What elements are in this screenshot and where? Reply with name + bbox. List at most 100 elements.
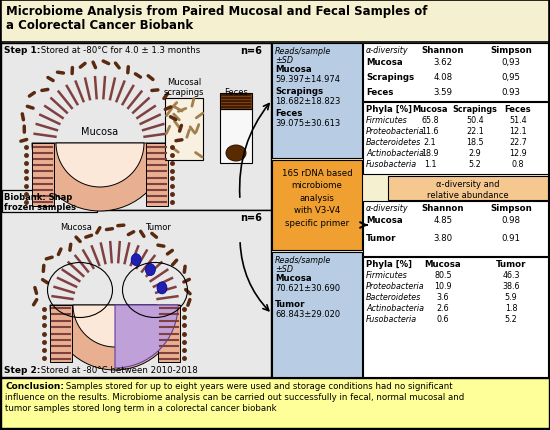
Text: Fusobacteria: Fusobacteria <box>366 160 417 169</box>
Bar <box>2 190 97 212</box>
Text: 50.4: 50.4 <box>466 116 484 125</box>
Text: 0.8: 0.8 <box>512 160 524 169</box>
Text: 0.91: 0.91 <box>502 233 520 243</box>
Text: Phyla [%]: Phyla [%] <box>366 259 412 268</box>
Text: Feces: Feces <box>275 109 302 118</box>
Text: 0.93: 0.93 <box>502 88 520 97</box>
Text: Mucosa: Mucosa <box>275 65 312 74</box>
Text: 68.843±29.020: 68.843±29.020 <box>275 309 340 318</box>
Text: 5.2: 5.2 <box>469 160 481 169</box>
Text: Reads/sample: Reads/sample <box>275 47 331 56</box>
Ellipse shape <box>131 254 141 266</box>
Text: 0,93: 0,93 <box>502 58 520 67</box>
Bar <box>220 110 252 164</box>
Text: 4.08: 4.08 <box>433 73 453 82</box>
Ellipse shape <box>226 146 246 162</box>
Text: n=6: n=6 <box>240 212 262 222</box>
Wedge shape <box>115 305 178 368</box>
Text: 2.6: 2.6 <box>437 303 449 312</box>
Text: 2.9: 2.9 <box>469 149 481 158</box>
Bar <box>388 177 548 200</box>
Bar <box>1 44 271 211</box>
Bar <box>50 305 72 362</box>
Text: 3.62: 3.62 <box>433 58 453 67</box>
Text: 46.3: 46.3 <box>502 270 520 280</box>
Text: influence on the results. Microbiome analysis can be carried out successfully in: influence on the results. Microbiome ana… <box>5 392 464 401</box>
Text: Scrapings: Scrapings <box>366 73 414 82</box>
Text: 39.075±30.613: 39.075±30.613 <box>275 119 340 128</box>
Bar <box>363 103 548 175</box>
Text: Tumor: Tumor <box>366 233 397 243</box>
Text: Feces: Feces <box>366 88 393 97</box>
Text: Firmicutes: Firmicutes <box>366 116 408 125</box>
Text: 70.621±30.690: 70.621±30.690 <box>275 283 340 292</box>
Text: Actinobacteria: Actinobacteria <box>366 149 424 158</box>
Text: 65.8: 65.8 <box>421 116 439 125</box>
Bar <box>158 305 180 362</box>
Text: n=6: n=6 <box>240 46 262 56</box>
Text: 12.9: 12.9 <box>509 149 527 158</box>
Text: Bacteroidetes: Bacteroidetes <box>366 292 421 301</box>
Text: 3.6: 3.6 <box>437 292 449 301</box>
Bar <box>363 258 548 377</box>
Text: Feces: Feces <box>505 105 531 114</box>
Text: 22.7: 22.7 <box>509 138 527 147</box>
Bar <box>1 378 549 428</box>
Text: Biobank: Snap
frozen samples: Biobank: Snap frozen samples <box>4 193 76 212</box>
Text: 51.4: 51.4 <box>509 116 527 125</box>
Text: α-diversity and
relative abundance: α-diversity and relative abundance <box>427 180 509 200</box>
Text: Mucosa: Mucosa <box>81 127 119 137</box>
Text: 5.2: 5.2 <box>505 314 518 323</box>
Text: a Colorectal Cancer Biobank: a Colorectal Cancer Biobank <box>6 19 193 32</box>
Text: Mucosal
scrapings: Mucosal scrapings <box>164 77 204 97</box>
Text: Tumor: Tumor <box>275 299 305 308</box>
Text: Firmicutes: Firmicutes <box>366 270 408 280</box>
Text: Scrapings: Scrapings <box>453 105 497 114</box>
Text: 22.1: 22.1 <box>466 127 484 136</box>
Bar <box>220 94 252 110</box>
Bar <box>363 202 548 256</box>
Text: Actinobacteria: Actinobacteria <box>366 303 424 312</box>
Text: 80.5: 80.5 <box>434 270 452 280</box>
Text: 1.1: 1.1 <box>424 160 436 169</box>
Text: Stored at -80°C for 4.0 ± 1.3 months: Stored at -80°C for 4.0 ± 1.3 months <box>38 46 200 55</box>
Wedge shape <box>50 305 180 370</box>
Bar <box>165 99 203 161</box>
Text: Mucosa: Mucosa <box>366 58 403 67</box>
Text: Microbiome Analysis from Paired Mucosal and Fecal Samples of: Microbiome Analysis from Paired Mucosal … <box>6 5 427 18</box>
Text: 11.6: 11.6 <box>421 127 439 136</box>
Text: 10.9: 10.9 <box>434 281 452 290</box>
Bar <box>32 144 54 206</box>
Text: 1.8: 1.8 <box>505 303 517 312</box>
Text: α-diversity: α-diversity <box>366 203 409 212</box>
Text: 3.59: 3.59 <box>433 88 453 97</box>
Text: Tumor: Tumor <box>145 222 171 231</box>
Text: Phyla [%]: Phyla [%] <box>366 105 412 114</box>
Bar <box>272 161 362 250</box>
Text: Mucosa: Mucosa <box>60 222 92 231</box>
Wedge shape <box>32 144 168 212</box>
Text: Mucosa: Mucosa <box>275 273 312 283</box>
Text: 59.397±14.974: 59.397±14.974 <box>275 75 340 84</box>
Text: Stored at -80°C between 2010-2018: Stored at -80°C between 2010-2018 <box>38 365 198 374</box>
Wedge shape <box>56 144 144 187</box>
Text: Mucosa: Mucosa <box>412 105 448 114</box>
Text: α-diversity: α-diversity <box>366 46 409 55</box>
Text: ±SD: ±SD <box>275 56 293 65</box>
Text: Step 2:: Step 2: <box>4 365 40 374</box>
Text: 2.1: 2.1 <box>424 138 436 147</box>
Text: Proteobacteria: Proteobacteria <box>366 127 425 136</box>
Text: ±SD: ±SD <box>275 264 293 273</box>
Text: Scrapings: Scrapings <box>275 87 323 96</box>
Bar <box>1 211 271 377</box>
Text: tumor samples stored long term in a colorectal cancer biobank: tumor samples stored long term in a colo… <box>5 403 277 412</box>
Bar <box>363 44 548 102</box>
Wedge shape <box>73 305 157 347</box>
Text: Shannon: Shannon <box>422 46 464 55</box>
Ellipse shape <box>157 282 167 294</box>
Text: 0.6: 0.6 <box>437 314 449 323</box>
Text: 18.682±18.823: 18.682±18.823 <box>275 97 340 106</box>
Bar <box>146 144 168 206</box>
Text: Proteobacteria: Proteobacteria <box>366 281 425 290</box>
Text: Mucosa: Mucosa <box>366 215 403 224</box>
